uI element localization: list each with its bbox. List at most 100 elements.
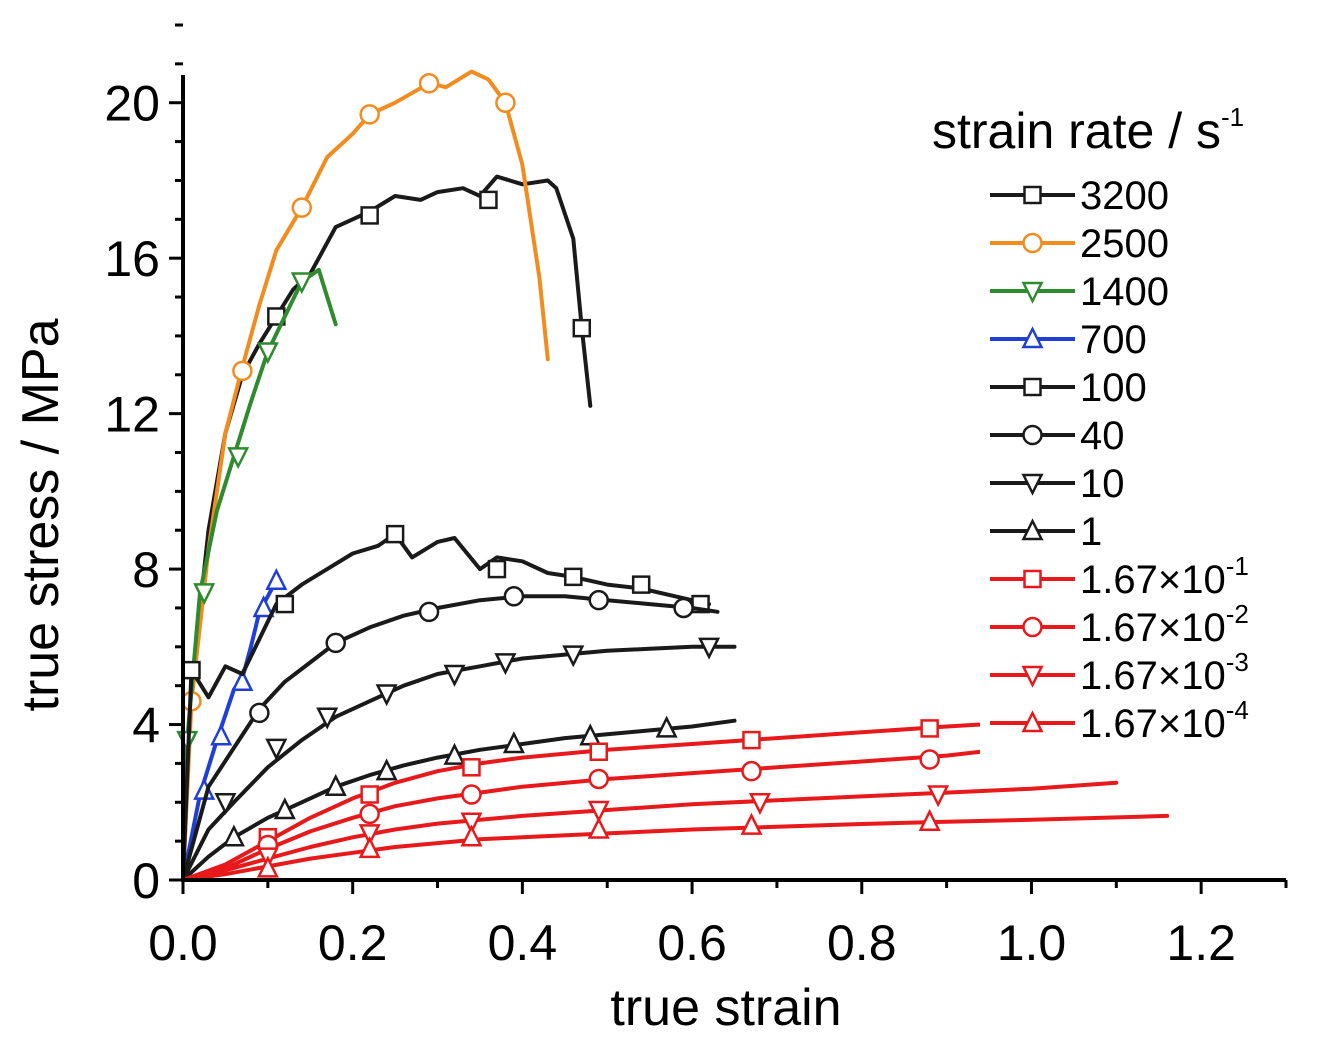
series-12 bbox=[181, 808, 1170, 882]
data-point bbox=[290, 272, 313, 295]
data-point bbox=[358, 836, 381, 859]
legend-swatch-marker bbox=[1021, 710, 1044, 733]
x-tick-label: 0.4 bbox=[488, 915, 558, 971]
data-point bbox=[460, 824, 483, 847]
x-tick-label: 1.2 bbox=[1166, 915, 1236, 971]
data-point bbox=[360, 206, 379, 225]
data-point bbox=[375, 684, 398, 707]
legend-label: 100 bbox=[1080, 366, 1147, 410]
data-point bbox=[359, 803, 380, 825]
y-tick-label: 0 bbox=[132, 853, 160, 909]
data-point bbox=[265, 567, 288, 590]
legend-label: 1.67×10-2 bbox=[1080, 599, 1249, 650]
legend-swatch-marker bbox=[1023, 569, 1042, 589]
data-point bbox=[587, 800, 610, 823]
legend: strain rate / s-1 3200250014007001004010… bbox=[932, 102, 1280, 755]
series-2 bbox=[181, 69, 550, 882]
legend-title-text: strain rate / s bbox=[932, 103, 1221, 159]
legend-entry: 1.67×10-3 bbox=[990, 647, 1249, 698]
data-point bbox=[256, 855, 279, 878]
data-point bbox=[589, 742, 608, 761]
legend-label: 1.67×10-3 bbox=[1080, 647, 1249, 698]
data-point bbox=[461, 784, 482, 805]
data-point bbox=[291, 197, 313, 218]
legend-swatch-marker bbox=[1022, 424, 1043, 446]
data-point bbox=[495, 92, 516, 113]
y-tick-label: 20 bbox=[104, 76, 160, 132]
data-point bbox=[375, 758, 398, 781]
data-point bbox=[487, 559, 507, 579]
legend-swatch-marker bbox=[1023, 185, 1042, 205]
legend-swatch-marker bbox=[1021, 665, 1044, 688]
data-point bbox=[360, 785, 379, 804]
legend-entry: 1.67×10-4 bbox=[990, 695, 1249, 746]
plot-area bbox=[176, 69, 1170, 882]
data-point bbox=[324, 773, 347, 796]
x-tick-label: 0.2 bbox=[318, 915, 388, 971]
data-point bbox=[227, 447, 250, 470]
legend-label: 700 bbox=[1080, 318, 1147, 362]
data-point bbox=[252, 595, 275, 618]
legend-swatch-marker bbox=[1021, 473, 1044, 496]
legend-swatch-marker bbox=[1021, 326, 1044, 349]
data-point bbox=[631, 575, 651, 594]
series-line bbox=[181, 813, 1170, 882]
legend-label: 2500 bbox=[1080, 222, 1169, 266]
data-point bbox=[265, 738, 288, 761]
data-point bbox=[698, 637, 721, 660]
legend-swatch-marker bbox=[1022, 232, 1043, 254]
data-point bbox=[588, 589, 609, 611]
legend-swatch-marker bbox=[1021, 518, 1044, 541]
legend-background bbox=[980, 175, 1280, 755]
series-10 bbox=[181, 749, 983, 882]
x-tick-label: 1.0 bbox=[997, 915, 1067, 971]
data-point bbox=[443, 664, 466, 687]
legend-entry: 1.67×10-1 bbox=[990, 551, 1249, 602]
data-point bbox=[748, 793, 771, 816]
y-axis-label: true stress / MPa bbox=[12, 318, 70, 711]
data-point bbox=[231, 669, 254, 692]
data-point bbox=[182, 660, 201, 680]
data-point bbox=[588, 768, 609, 790]
legend-title-superscript: -1 bbox=[1221, 102, 1244, 132]
data-point bbox=[316, 707, 339, 730]
data-point bbox=[418, 73, 440, 94]
data-point bbox=[214, 793, 237, 816]
data-point bbox=[460, 812, 483, 835]
legend-entry: 700 bbox=[990, 318, 1147, 362]
legend-entry: 100 bbox=[990, 366, 1147, 410]
data-point bbox=[572, 318, 592, 338]
series-line bbox=[181, 718, 737, 882]
series-6 bbox=[181, 586, 720, 882]
x-tick-label: 0.6 bbox=[657, 915, 727, 971]
x-tick-label: 0.8 bbox=[827, 915, 897, 971]
data-point bbox=[256, 342, 279, 365]
data-point bbox=[462, 758, 481, 777]
legend-title: strain rate / s-1 bbox=[932, 102, 1244, 159]
data-point bbox=[919, 749, 940, 770]
data-point bbox=[927, 785, 950, 808]
data-point bbox=[502, 731, 525, 754]
data-point bbox=[222, 824, 245, 847]
legend-entry: 1400 bbox=[990, 270, 1169, 314]
legend-entry: 10 bbox=[990, 462, 1125, 506]
series-11 bbox=[181, 780, 1119, 882]
legend-entry: 3200 bbox=[990, 174, 1169, 218]
data-point bbox=[359, 104, 380, 125]
y-tick-label: 8 bbox=[132, 542, 160, 598]
legend-entry: 40 bbox=[990, 414, 1125, 458]
series-7 bbox=[181, 637, 737, 882]
data-point bbox=[325, 632, 346, 654]
data-point bbox=[918, 808, 941, 831]
data-point bbox=[564, 567, 583, 587]
series-line bbox=[181, 780, 1119, 882]
legend-swatch-marker bbox=[1023, 377, 1042, 397]
data-point bbox=[562, 645, 585, 668]
y-tick-label: 4 bbox=[132, 698, 160, 754]
legend-swatch-marker bbox=[1021, 281, 1044, 304]
legend-swatch-marker bbox=[1022, 616, 1043, 638]
data-point bbox=[249, 702, 270, 724]
data-point bbox=[273, 797, 296, 820]
data-point bbox=[587, 816, 610, 839]
legend-label: 1.67×10-1 bbox=[1080, 551, 1249, 602]
